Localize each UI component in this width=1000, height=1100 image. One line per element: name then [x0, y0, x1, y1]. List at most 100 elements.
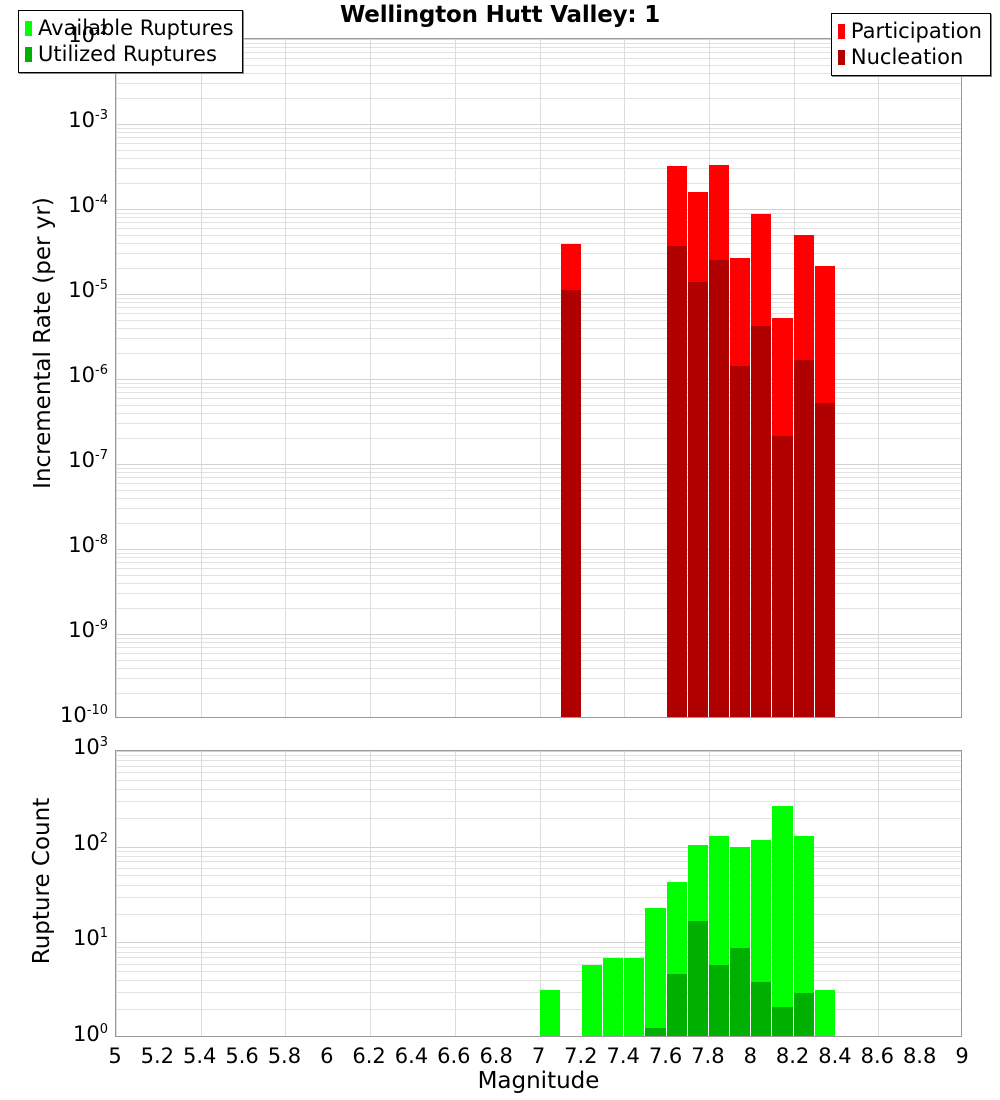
gridline-horizontal — [116, 128, 961, 129]
bar-segment-utilized-ruptures — [645, 1028, 666, 1036]
bar-segment-nucleation — [814, 402, 835, 717]
x-axis-tick-label: 7.2 — [564, 1044, 598, 1068]
gridline-vertical — [116, 751, 117, 1036]
gridline-horizontal — [116, 413, 961, 414]
gridline-horizontal — [116, 789, 961, 790]
gridline-horizontal — [116, 847, 961, 848]
gridline-horizontal — [116, 392, 961, 393]
gridline-horizontal — [116, 760, 961, 761]
gridline-horizontal — [116, 755, 961, 756]
x-axis-tick-label: 8.6 — [860, 1044, 894, 1068]
bar-group — [687, 39, 708, 717]
gridline-horizontal — [116, 642, 961, 643]
gridline-horizontal — [116, 868, 961, 869]
gridline-horizontal — [116, 158, 961, 159]
gridline-horizontal — [116, 338, 961, 339]
bar-group — [687, 751, 708, 1036]
rupture-count-plot — [115, 750, 962, 1037]
bar-group — [751, 39, 772, 717]
gridline-horizontal — [116, 294, 961, 295]
gridline-horizontal — [116, 268, 961, 269]
gridline-horizontal — [116, 137, 961, 138]
legend-label-nucleation: Nucleation — [850, 45, 964, 69]
bar-segment-nucleation — [751, 325, 772, 717]
y-axis-tick-label-top: 10-8 — [68, 533, 108, 557]
gridline-horizontal — [116, 47, 961, 48]
gridline-horizontal — [116, 766, 961, 767]
bar-segment-utilized-ruptures — [687, 920, 708, 1036]
gridline-horizontal — [116, 875, 961, 876]
y-axis-tick-label-top: 10-6 — [68, 363, 108, 387]
legend-bottom: Available Ruptures Utilized Ruptures — [18, 10, 243, 73]
gridline-horizontal — [116, 593, 961, 594]
bar-segment-nucleation — [708, 259, 730, 717]
legend-swatch-available-ruptures — [25, 20, 32, 36]
legend-top: Participation Nucleation — [830, 13, 991, 76]
legend-item-utilized-ruptures[interactable]: Utilized Ruptures — [25, 41, 234, 67]
bar-group — [793, 39, 814, 717]
gridline-vertical — [370, 751, 371, 1036]
x-axis-tick-label: 7.6 — [648, 1044, 683, 1068]
gridline-horizontal — [116, 353, 961, 354]
gridline-horizontal — [116, 65, 961, 66]
gridline-horizontal — [116, 168, 961, 169]
y-axis-tick-label-top: 10-4 — [68, 193, 108, 217]
y-axis-tick-label-top: 10-5 — [68, 278, 108, 302]
bar-group — [772, 751, 793, 1036]
legend-item-nucleation[interactable]: Nucleation — [837, 44, 982, 70]
bar-segment-nucleation — [793, 359, 814, 717]
x-axis-tick-label: 6.6 — [437, 1044, 471, 1068]
bar-group — [730, 751, 751, 1036]
gridline-horizontal — [116, 553, 961, 554]
gridline-horizontal — [116, 213, 961, 214]
gridline-horizontal — [116, 477, 961, 478]
bar-segment-utilized-ruptures — [708, 965, 730, 1036]
bar-segment-available-ruptures — [772, 805, 793, 1036]
legend-label-utilized-ruptures: Utilized Ruptures — [38, 42, 217, 66]
gridline-vertical — [878, 751, 879, 1036]
gridline-horizontal — [116, 964, 961, 965]
bar-segment-utilized-ruptures — [772, 1007, 793, 1036]
x-axis-tick-label: 8.2 — [775, 1044, 810, 1068]
legend-item-participation[interactable]: Participation — [837, 18, 982, 44]
gridline-horizontal — [116, 942, 961, 943]
gridline-horizontal — [116, 549, 961, 550]
bar-group — [814, 39, 835, 717]
gridline-horizontal — [116, 952, 961, 953]
gridline-horizontal — [116, 751, 961, 752]
bar-group — [772, 39, 793, 717]
page-title: Wellington Hutt Valley: 1 — [339, 2, 661, 28]
gridline-horizontal — [116, 124, 961, 125]
y-axis-tick-label-top: 10-7 — [68, 448, 108, 472]
bar-group — [814, 751, 835, 1036]
gridline-horizontal — [116, 302, 961, 303]
gridline-horizontal — [116, 992, 961, 993]
legend-item-available-ruptures[interactable]: Available Ruptures — [25, 15, 234, 41]
bar-segment-available-ruptures — [814, 990, 835, 1036]
y-axis-label-bottom: Rupture Count — [29, 797, 55, 965]
bar-segment-utilized-ruptures — [730, 948, 751, 1036]
gridline-vertical — [455, 751, 456, 1036]
gridline-horizontal — [116, 472, 961, 473]
bar-segment-utilized-ruptures — [751, 981, 772, 1036]
gridline-horizontal — [116, 638, 961, 639]
gridline-vertical — [540, 39, 541, 717]
gridline-horizontal — [116, 490, 961, 491]
x-axis-tick-label: 5.4 — [182, 1044, 217, 1068]
gridline-horizontal — [116, 980, 961, 981]
gridline-horizontal — [116, 398, 961, 399]
x-axis-tick-label: 6.8 — [479, 1044, 513, 1068]
gridline-horizontal — [116, 183, 961, 184]
bar-group — [539, 751, 560, 1036]
gridline-horizontal — [116, 43, 961, 44]
bar-group — [708, 39, 730, 717]
gridline-horizontal — [116, 801, 961, 802]
bar-segment-nucleation — [772, 436, 793, 717]
gridline-horizontal — [116, 150, 961, 151]
gridline-vertical — [370, 39, 371, 717]
x-axis-tick-label: 7.8 — [691, 1044, 725, 1068]
gridline-horizontal — [116, 861, 961, 862]
gridline-horizontal — [116, 498, 961, 499]
gridline-horizontal — [116, 39, 961, 40]
